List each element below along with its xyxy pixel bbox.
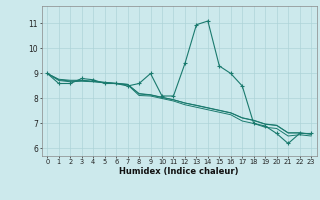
X-axis label: Humidex (Indice chaleur): Humidex (Indice chaleur)	[119, 167, 239, 176]
